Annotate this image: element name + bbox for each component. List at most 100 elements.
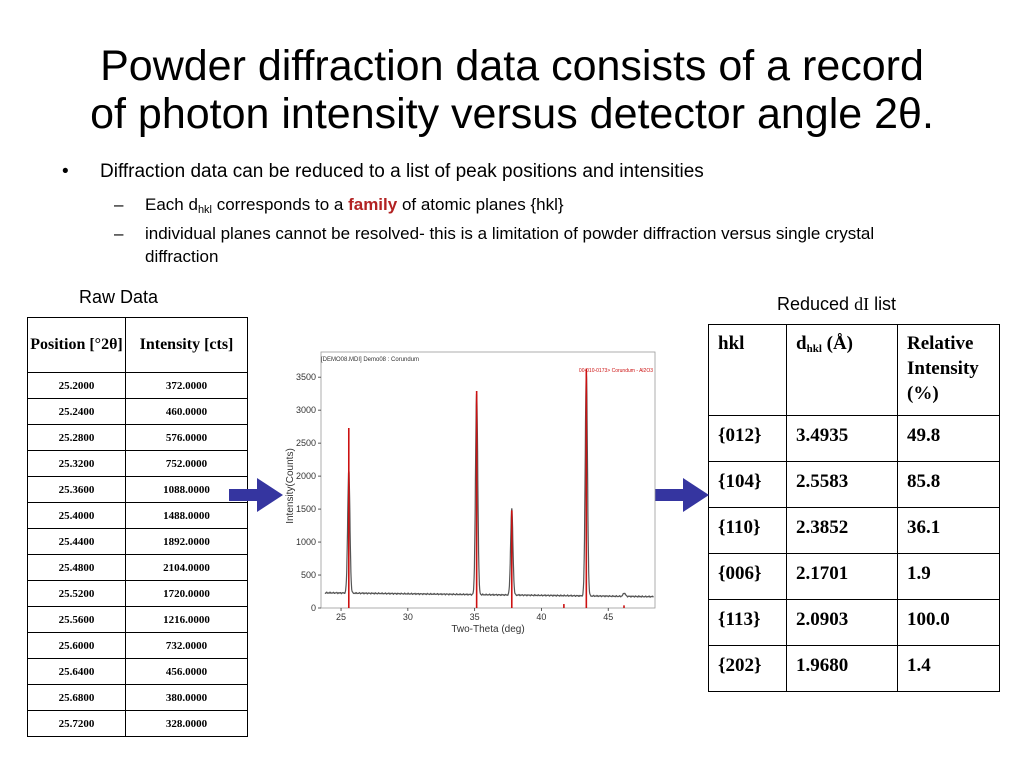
y-tick-label: 500 bbox=[301, 570, 316, 580]
dspacing-cell: 1.9680 bbox=[786, 645, 898, 692]
intensity-cell: 732.0000 bbox=[125, 632, 248, 659]
raw-data-row: 25.6000 732.0000 bbox=[27, 632, 248, 659]
arrow-right-icon bbox=[655, 478, 709, 512]
intensity-cell: 460.0000 bbox=[125, 398, 248, 425]
intensity-cell: 752.0000 bbox=[125, 450, 248, 477]
sub1-mid: corresponds to a bbox=[212, 195, 349, 214]
dspacing-cell: 2.5583 bbox=[786, 461, 898, 508]
hkl-cell: {113} bbox=[708, 599, 787, 646]
intensity-cell: 380.0000 bbox=[125, 684, 248, 711]
position-cell: 25.5200 bbox=[27, 580, 126, 607]
slide-title: Powder diffraction data consists of a re… bbox=[30, 42, 994, 138]
raw-data-row: 25.3200 752.0000 bbox=[27, 450, 248, 477]
position-cell: 25.7200 bbox=[27, 710, 126, 737]
hkl-cell: {202} bbox=[708, 645, 787, 692]
raw-header-row: Position [°2θ] Intensity [cts] bbox=[27, 317, 248, 373]
x-tick-label: 40 bbox=[536, 612, 546, 622]
intensity-cell: 576.0000 bbox=[125, 424, 248, 451]
hkl-cell: {012} bbox=[708, 415, 787, 462]
position-cell: 25.5600 bbox=[27, 606, 126, 633]
raw-data-row: 25.5200 1720.0000 bbox=[27, 580, 248, 607]
measured-pattern-line bbox=[324, 372, 654, 598]
intensity-cell: 1488.0000 bbox=[125, 502, 248, 529]
bullet-sub-1-text: Each dhkl corresponds to a family of ato… bbox=[145, 193, 935, 222]
position-cell: 25.2400 bbox=[27, 398, 126, 425]
y-tick-label: 3000 bbox=[296, 405, 316, 415]
title-line-2: of photon intensity versus detector angl… bbox=[90, 90, 934, 138]
raw-data-row: 25.2000 372.0000 bbox=[27, 372, 248, 399]
x-tick-label: 45 bbox=[603, 612, 613, 622]
hkl-header: hkl bbox=[708, 324, 787, 416]
x-axis-label: Two-Theta (deg) bbox=[451, 624, 524, 635]
sub1-pre: Each d bbox=[145, 195, 198, 214]
position-cell: 25.4800 bbox=[27, 554, 126, 581]
chart-title: [DEMO08.MDI] Demo08 : Corundum bbox=[321, 357, 419, 363]
position-cell: 25.4400 bbox=[27, 528, 126, 555]
reduced-row: {006} 2.1701 1.9 bbox=[708, 553, 1000, 600]
bullet-sub-2-text: individual planes cannot be resolved- th… bbox=[145, 224, 875, 266]
dspacing-header: dhkl (Å) bbox=[786, 324, 898, 416]
raw-data-caption: Raw Data bbox=[79, 287, 159, 307]
intensity-cell: 2104.0000 bbox=[125, 554, 248, 581]
reduced-list-table: hkl dhkl (Å) Relative Intensity (%) {012… bbox=[708, 324, 1000, 692]
sub1-subscript: hkl bbox=[197, 204, 212, 216]
y-tick-label: 1000 bbox=[296, 537, 316, 547]
arrow-right-icon bbox=[229, 478, 283, 512]
intensity-cell: 372.0000 bbox=[125, 372, 248, 399]
reduced-row: {012} 3.4935 49.8 bbox=[708, 415, 1000, 462]
y-tick-label: 3500 bbox=[296, 372, 316, 382]
intensity-cell: 328.0000 bbox=[125, 710, 248, 737]
intensity-header: Intensity [cts] bbox=[125, 317, 248, 373]
dspacing-cell: 2.1701 bbox=[786, 553, 898, 600]
y-tick-label: 2000 bbox=[296, 471, 316, 481]
hkl-cell: {110} bbox=[708, 507, 787, 554]
relative-intensity-cell: 100.0 bbox=[897, 599, 1000, 646]
family-emphasis: family bbox=[348, 195, 398, 214]
reduced-header-row: hkl dhkl (Å) Relative Intensity (%) bbox=[708, 324, 1000, 416]
dspacing-cell: 2.3852 bbox=[786, 507, 898, 554]
position-cell: 25.3200 bbox=[27, 450, 126, 477]
legend-entry: 00-010-0173> Corundum - Al2O3 bbox=[579, 368, 653, 374]
raw-data-row: 25.3600 1088.0000 bbox=[27, 476, 248, 503]
hkl-cell: {104} bbox=[708, 461, 787, 508]
hkl-cell: {006} bbox=[708, 553, 787, 600]
position-header: Position [°2θ] bbox=[27, 317, 126, 373]
raw-data-row: 25.4400 1892.0000 bbox=[27, 528, 248, 555]
reduced-list-caption: Reduced dI list bbox=[777, 294, 896, 315]
relative-intensity-cell: 1.4 bbox=[897, 645, 1000, 692]
position-cell: 25.2000 bbox=[27, 372, 126, 399]
reduced-caption-post: list bbox=[869, 294, 897, 314]
raw-data-row: 25.2800 576.0000 bbox=[27, 424, 248, 451]
raw-data-row: 25.4800 2104.0000 bbox=[27, 554, 248, 581]
x-tick-label: 35 bbox=[470, 612, 480, 622]
intensity-cell: 1720.0000 bbox=[125, 580, 248, 607]
d-header-post: (Å) bbox=[821, 333, 854, 354]
position-cell: 25.4000 bbox=[27, 502, 126, 529]
raw-data-row: 25.7200 328.0000 bbox=[27, 710, 248, 737]
position-cell: 25.2800 bbox=[27, 424, 126, 451]
raw-data-row: 25.4000 1488.0000 bbox=[27, 502, 248, 529]
relative-intensity-cell: 49.8 bbox=[897, 415, 1000, 462]
intensity-cell: 456.0000 bbox=[125, 658, 248, 685]
relative-intensity-header: Relative Intensity (%) bbox=[897, 324, 1000, 416]
plot-frame bbox=[320, 351, 656, 609]
position-cell: 25.6000 bbox=[27, 632, 126, 659]
position-cell: 25.6400 bbox=[27, 658, 126, 685]
reduced-caption-pre: Reduced bbox=[777, 294, 855, 314]
dash-marker: – bbox=[114, 224, 124, 243]
sub1-post: of atomic planes {hkl} bbox=[397, 195, 564, 214]
relative-intensity-cell: 85.8 bbox=[897, 461, 1000, 508]
raw-data-row: 25.5600 1216.0000 bbox=[27, 606, 248, 633]
diffraction-pattern-chart: [DEMO08.MDI] Demo08 : Corundum 00-010-017… bbox=[285, 351, 656, 635]
title-line-1: Powder diffraction data consists of a re… bbox=[100, 42, 924, 90]
intensity-cell: 1088.0000 bbox=[125, 476, 248, 503]
dspacing-cell: 3.4935 bbox=[786, 415, 898, 462]
bullet-main-text: Diffraction data can be reduced to a lis… bbox=[100, 161, 704, 182]
y-tick-label: 0 bbox=[311, 603, 316, 613]
dash-marker: – bbox=[114, 195, 124, 214]
raw-data-row: 25.2400 460.0000 bbox=[27, 398, 248, 425]
raw-data-table: Position [°2θ] Intensity [cts] 25.2000 37… bbox=[27, 317, 248, 737]
reduced-row: {110} 2.3852 36.1 bbox=[708, 507, 1000, 554]
x-tick-label: 25 bbox=[336, 612, 346, 622]
y-tick-label: 1500 bbox=[296, 504, 316, 514]
